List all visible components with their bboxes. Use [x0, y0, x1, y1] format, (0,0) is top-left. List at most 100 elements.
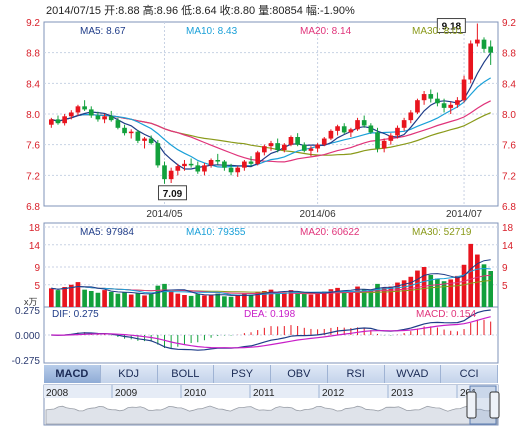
- volume-unit: x万: [24, 297, 38, 307]
- tab-rsi[interactable]: RSI: [327, 365, 385, 383]
- vol-ma5-line: [51, 259, 491, 296]
- volume-bar: [301, 293, 307, 307]
- volume-bar: [168, 291, 174, 307]
- candle-body: [88, 109, 94, 116]
- candle: [242, 160, 247, 171]
- candle: [182, 160, 187, 171]
- price-ytick-right: 8.8: [502, 49, 516, 60]
- tab-psy[interactable]: PSY: [214, 365, 271, 383]
- tab-cci[interactable]: CCI: [441, 365, 498, 383]
- volume-bar: [82, 289, 87, 307]
- navigator-year-label: 2012: [322, 388, 345, 399]
- candle-body: [368, 125, 374, 133]
- candle-body: [115, 120, 121, 128]
- candle: [222, 160, 227, 171]
- volume-bar: [355, 286, 360, 307]
- candle-body: [428, 94, 434, 99]
- candle: [275, 138, 280, 153]
- navigator-left-handle[interactable]: [466, 391, 477, 419]
- volume-bar: [435, 278, 440, 307]
- candle: [481, 37, 487, 53]
- volume-bar: [115, 293, 121, 307]
- candle: [255, 150, 261, 166]
- volume-bar: [235, 295, 241, 307]
- volume-ma-label: MA20: 60622: [300, 227, 360, 238]
- volume-bar: [441, 281, 447, 307]
- tab-kdj[interactable]: KDJ: [100, 365, 158, 383]
- volume-ytick-right: 14: [502, 241, 514, 252]
- price-ma-label: MA5: 8.67: [80, 26, 126, 37]
- candle-body: [255, 152, 261, 164]
- volume-bar: [228, 296, 234, 307]
- volume-bar: [128, 294, 134, 307]
- candle-body: [361, 120, 367, 126]
- price-ytick-left: 8.0: [26, 110, 40, 121]
- volume-bar: [308, 294, 314, 307]
- candle-body: [355, 120, 360, 130]
- ma5-line: [51, 52, 492, 170]
- volume-bar: [222, 296, 227, 307]
- macd-ytick: 0.000: [15, 331, 40, 342]
- candle: [315, 143, 320, 153]
- tab-wvad[interactable]: WVAD: [384, 365, 442, 383]
- candle: [355, 117, 360, 131]
- volume-bar: [448, 279, 454, 307]
- high-marker-label: 9.18: [442, 22, 462, 33]
- volume-bar: [148, 294, 154, 307]
- tab-macd[interactable]: MACD: [44, 365, 101, 383]
- price-ytick-right: 8.0: [502, 110, 516, 121]
- volume-bar: [335, 287, 340, 307]
- volume-ytick-right: 18: [502, 223, 514, 234]
- volume-bar: [388, 286, 394, 307]
- navigator-year-strip: [44, 385, 498, 398]
- volume-ytick-left: 5: [34, 281, 40, 292]
- candle-body: [128, 131, 134, 134]
- candle-body: [262, 146, 267, 153]
- volume-bar: [48, 288, 54, 307]
- price-ytick-left: 7.6: [26, 141, 40, 152]
- price-xtick: 2014/05: [146, 209, 183, 220]
- candle: [448, 101, 454, 114]
- quote-header: 2014/07/15 开:8.88 高:8.96 低:8.64 收:8.80 量…: [46, 5, 355, 17]
- candle: [162, 161, 167, 184]
- candle: [215, 153, 221, 165]
- candle: [175, 163, 181, 176]
- tab-obv[interactable]: OBV: [271, 365, 328, 383]
- candle-body: [202, 165, 207, 172]
- candle-body: [82, 106, 87, 110]
- volume-bar: [321, 291, 327, 307]
- candle: [188, 158, 194, 168]
- navigator-year-label: 2009: [115, 388, 138, 399]
- navigator-right-handle[interactable]: [489, 391, 500, 419]
- volume-ytick-left: 9: [34, 263, 40, 274]
- navigator-year-label: 2010: [184, 388, 207, 399]
- price-ytick-right: 7.2: [502, 171, 516, 182]
- dif-line: [51, 309, 491, 351]
- candle-body: [468, 43, 474, 80]
- candle: [321, 137, 327, 147]
- volume-bar: [361, 289, 367, 307]
- candle-body: [195, 165, 201, 172]
- candle: [102, 114, 107, 124]
- candle: [395, 125, 400, 139]
- candle-body: [268, 143, 274, 147]
- candle: [308, 146, 314, 157]
- candle: [381, 138, 387, 153]
- volume-bar: [175, 293, 181, 307]
- candle: [115, 117, 121, 130]
- candle-body: [48, 119, 54, 125]
- macd-label: DEA: 0.198: [244, 309, 296, 320]
- volume-bar: [268, 289, 274, 307]
- candle: [135, 130, 141, 144]
- candle: [62, 114, 67, 126]
- tab-boll[interactable]: BOLL: [157, 365, 215, 383]
- candle: [268, 140, 274, 151]
- price-ytick-left: 9.2: [26, 18, 40, 29]
- volume-bar: [395, 282, 400, 307]
- price-ytick-right: 7.6: [502, 141, 516, 152]
- candle-body: [415, 100, 420, 113]
- volume-bar: [368, 290, 374, 307]
- volume-bar: [75, 282, 81, 307]
- volume-bar: [375, 283, 380, 307]
- candle-body: [102, 116, 107, 120]
